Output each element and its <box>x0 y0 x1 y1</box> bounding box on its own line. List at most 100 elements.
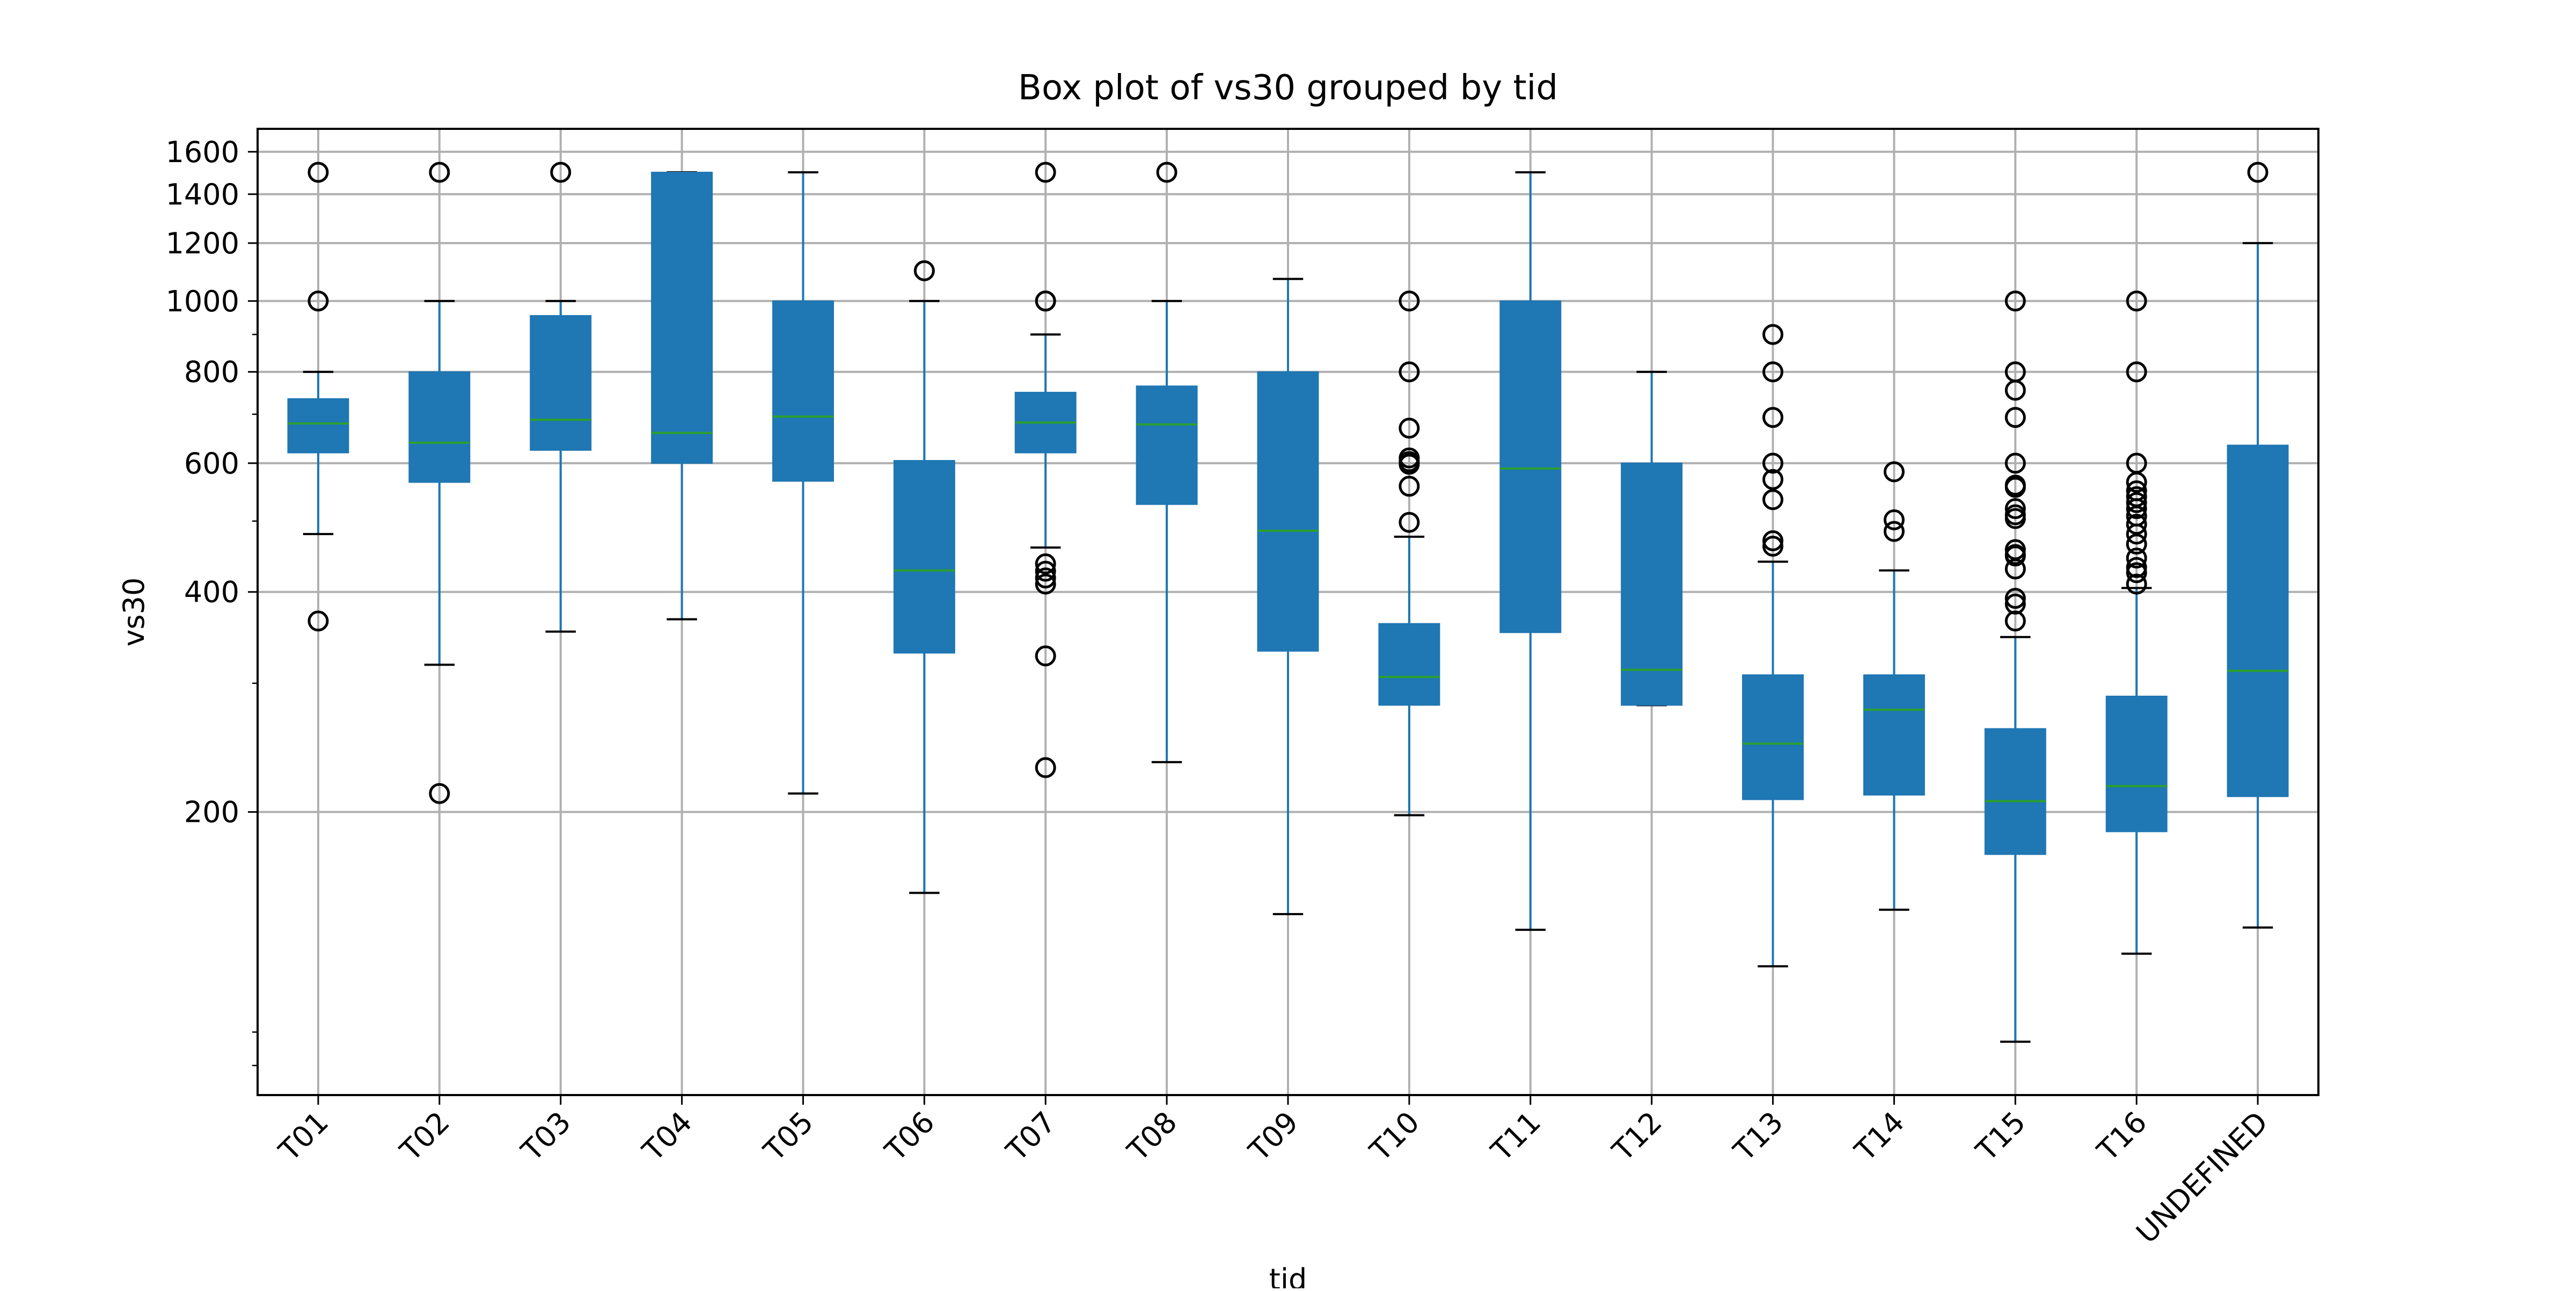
box-group <box>287 162 349 632</box>
box-layer <box>287 162 2289 1043</box>
outlier-point <box>550 162 572 183</box>
outlier-point <box>308 290 329 312</box>
x-tick-label: T08 <box>1121 1105 1183 1168</box>
x-axis-label: tid <box>1269 1263 1307 1288</box>
outlier-point <box>1399 476 1420 497</box>
outlier-point <box>2126 514 2147 535</box>
iqr-box <box>1621 462 1683 706</box>
outlier-point <box>1399 512 1420 533</box>
box-group <box>1014 162 1077 778</box>
y-tick-label: 1600 <box>166 135 239 169</box>
iqr-box <box>408 371 471 483</box>
outlier-point <box>2004 407 2026 428</box>
box-group <box>1984 290 2046 1043</box>
outlier-point <box>1883 509 1905 530</box>
outlier-point <box>2126 548 2147 569</box>
outlier-point <box>1762 453 1784 474</box>
outlier-point <box>308 162 329 183</box>
x-tick-label: T11 <box>1484 1105 1547 1168</box>
x-tick-label: T12 <box>1606 1105 1668 1168</box>
plot-frame <box>257 128 2319 1096</box>
outlier-point <box>2004 453 2026 474</box>
x-tick-label: T10 <box>1363 1105 1426 1168</box>
outlier-point <box>1035 567 1056 589</box>
y-tick-label: 1200 <box>166 227 239 260</box>
box-group <box>1136 162 1198 763</box>
axis-layer: 200 400 600 800 1000 1200 1400 1600 T01 T02 T03 T04… <box>166 128 2319 1250</box>
outlier-point <box>1399 418 1420 439</box>
x-tick-label: T01 <box>272 1105 335 1168</box>
outlier-point <box>913 260 935 281</box>
iqr-box <box>1378 623 1440 706</box>
y-tick-label: 1400 <box>166 178 239 211</box>
iqr-box <box>772 300 834 482</box>
outlier-point <box>1035 290 1056 312</box>
outlier-point <box>2004 610 2026 632</box>
outlier-point <box>429 162 450 183</box>
outlier-point <box>2126 573 2147 595</box>
y-tick-label: 600 <box>184 447 239 480</box>
x-tick-label: T09 <box>1242 1105 1305 1168</box>
outlier-point <box>2004 477 2026 498</box>
outlier-point <box>1762 535 1784 557</box>
y-tick-label: 1000 <box>166 285 239 318</box>
outlier-point <box>2126 361 2147 383</box>
outlier-point <box>2126 534 2147 555</box>
iqr-box <box>2105 695 2168 833</box>
outlier-point <box>2247 162 2268 183</box>
outlier-point <box>1035 645 1056 667</box>
outlier-point <box>1883 461 1905 483</box>
box-group <box>2105 290 2168 955</box>
box-group <box>1742 324 1804 968</box>
outlier-point <box>308 610 329 632</box>
iqr-box <box>287 398 349 454</box>
iqr-box <box>1499 300 1562 633</box>
iqr-box <box>1742 674 1804 800</box>
outlier-point <box>1762 469 1784 490</box>
outlier-point <box>1035 757 1056 778</box>
box-group <box>408 162 471 804</box>
outlier-point <box>1035 162 1056 183</box>
x-tick-label: UNDEFINED <box>2129 1105 2274 1250</box>
outlier-point <box>1156 162 1177 183</box>
outlier-point <box>2126 498 2147 520</box>
outlier-point <box>2126 290 2147 312</box>
outlier-point <box>1762 361 1784 383</box>
outlier-point <box>2126 471 2147 493</box>
iqr-box <box>651 171 713 464</box>
y-tick-label: 200 <box>184 796 239 829</box>
box-group <box>1257 278 1319 915</box>
outlier-point <box>2126 523 2147 545</box>
x-tick-label: T16 <box>2090 1105 2153 1168</box>
outlier-point <box>1762 530 1784 551</box>
outlier-point <box>1399 290 1420 312</box>
x-tick-label: T03 <box>515 1105 577 1168</box>
box-group <box>1378 290 1440 816</box>
outlier-point <box>1399 361 1420 383</box>
x-tick-label: T02 <box>393 1105 456 1168</box>
outlier-point <box>1399 454 1420 475</box>
y-axis-label: vs30 <box>117 578 151 647</box>
outlier-point <box>1762 324 1784 345</box>
box-group <box>893 260 955 894</box>
iqr-box <box>1863 674 1925 796</box>
box-group <box>1621 370 1683 706</box>
x-tick-label: T07 <box>999 1105 1062 1168</box>
box-group <box>2227 162 2289 929</box>
outlier-point <box>2004 558 2026 580</box>
iqr-box <box>530 315 592 451</box>
x-tick-label: T13 <box>1727 1105 1790 1168</box>
box-group <box>530 162 592 633</box>
outlier-point <box>2126 557 2147 578</box>
outlier-point <box>1762 407 1784 428</box>
outlier-point <box>2126 492 2147 513</box>
outlier-point <box>1035 553 1056 574</box>
outlier-point <box>2126 562 2147 583</box>
x-tick-label: T04 <box>636 1105 699 1168</box>
box-group <box>772 171 834 795</box>
iqr-box <box>2227 444 2289 797</box>
y-tick-label: 400 <box>184 575 239 609</box>
outlier-point <box>2004 508 2026 529</box>
